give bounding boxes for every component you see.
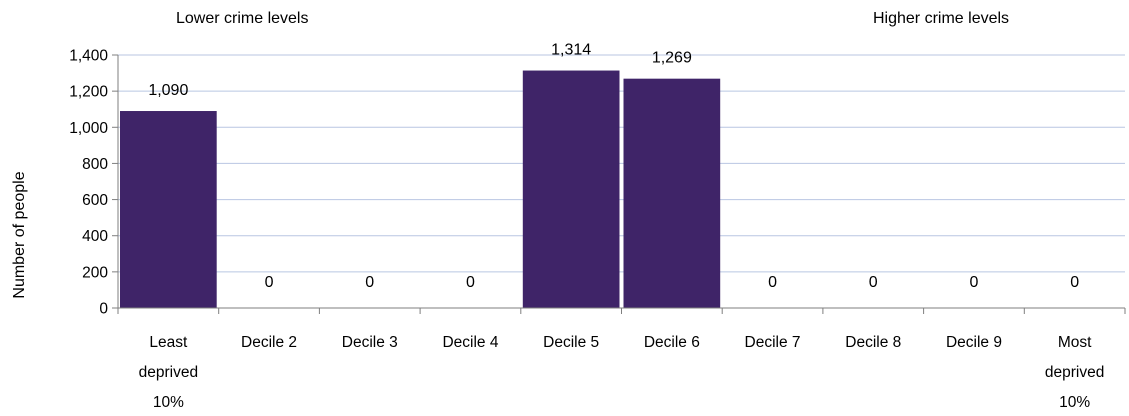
data-label: 1,269 [652,50,692,67]
y-tick-label: 1,000 [69,120,108,137]
x-tick-label: Decile 4 [442,334,498,351]
bars [120,70,721,309]
x-tick-label: deprived [139,364,198,381]
y-tick-label: 600 [82,192,108,209]
y-tick-label: 200 [82,264,108,281]
x-tick-label: Decile 6 [644,334,700,351]
x-tick-label: Decile 3 [342,334,398,351]
data-label: 0 [969,274,978,291]
data-label: 0 [265,274,274,291]
data-labels: 1,090 0 0 0 1,314 1,269 0 0 0 0 [148,42,1079,291]
y-tick-labels: 0 200 400 600 800 1,000 1,200 1,400 [69,48,108,318]
data-label: 0 [365,274,374,291]
y-tick-label: 1,400 [69,48,108,65]
x-tick-label: Most [1058,334,1092,351]
x-tick-label: Decile 2 [241,334,297,351]
y-tick-label: 1,200 [69,84,108,101]
y-tick-label: 400 [82,228,108,245]
x-tick-label: Decile 8 [845,334,901,351]
bar [522,70,620,308]
axes [112,54,1126,314]
data-label: 0 [869,274,878,291]
bar [120,111,217,309]
y-tick-label: 0 [99,301,108,318]
x-tick-label: Decile 7 [745,334,801,351]
annotation-higher-crime: Higher crime levels [873,10,1010,27]
x-tick-label: Least [149,334,188,351]
data-label: 1,090 [148,82,188,99]
x-tick-label: 10% [1059,394,1090,411]
data-label: 1,314 [551,42,591,59]
x-tick-label: Decile 9 [946,334,1002,351]
data-label: 0 [1070,274,1079,291]
annotation-lower-crime: Lower crime levels [176,10,309,27]
x-tick-label: Decile 5 [543,334,599,351]
bar [623,78,721,308]
y-axis-label: Number of people [11,171,28,298]
y-tick-label: 800 [82,156,108,173]
data-label: 0 [466,274,475,291]
gridlines [118,54,1125,273]
data-label: 0 [768,274,777,291]
x-tick-labels: Least deprived 10% Decile 2 Decile 3 Decile 4… [139,334,1105,411]
x-tick-label: 10% [153,394,184,411]
x-tick-label: deprived [1045,364,1104,381]
